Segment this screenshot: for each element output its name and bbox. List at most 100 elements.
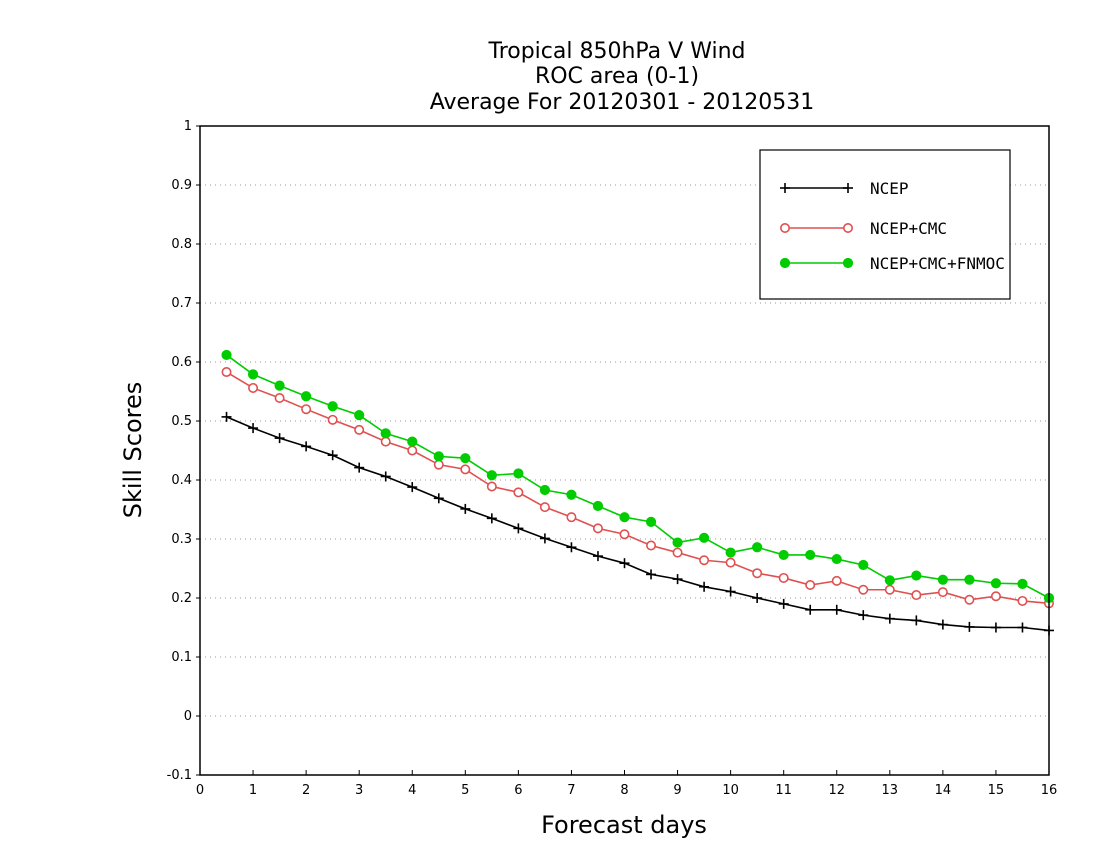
legend-entry: NCEP+CMC+FNMOC (779, 254, 1005, 273)
data-point (858, 610, 869, 621)
data-point (699, 555, 710, 566)
legend-label: NCEP+CMC (870, 219, 947, 238)
data-point (937, 574, 948, 585)
data-point (380, 436, 391, 447)
x-tick-label: 16 (1041, 783, 1058, 798)
data-point (964, 621, 975, 632)
data-point (778, 549, 789, 561)
data-point (460, 503, 471, 514)
y-tick-label: 0 (184, 709, 192, 724)
data-point (645, 516, 657, 527)
x-tick-label: 14 (935, 783, 952, 798)
data-point (380, 471, 391, 482)
data-point (433, 493, 444, 504)
data-point (486, 513, 497, 524)
data-point (592, 500, 604, 512)
data-point (354, 462, 365, 473)
data-point (884, 584, 895, 595)
data-point (805, 580, 816, 591)
x-axis-ticks: 0 1 2 3 4 5 6 7 8 9 10 11 12 13 14 15 16 (196, 770, 1057, 798)
data-point (407, 436, 418, 447)
series-line (226, 354, 1050, 599)
data-point (380, 428, 391, 439)
data-point (831, 553, 842, 565)
data-point (221, 349, 232, 361)
data-point (566, 542, 577, 553)
data-point (752, 568, 763, 579)
data-point (247, 369, 259, 380)
chart-title-line-1: Tropical 850hPa V Wind (487, 39, 745, 64)
data-point (460, 464, 471, 475)
data-point (407, 445, 418, 456)
data-point (964, 574, 975, 585)
data-point (539, 484, 551, 496)
data-point (433, 459, 444, 470)
legend-marker (843, 183, 853, 193)
data-point (1017, 595, 1028, 606)
data-point (619, 512, 630, 523)
data-point (725, 547, 736, 558)
x-tick-label: 13 (882, 783, 899, 798)
legend-entry: NCEP+CMC (779, 219, 947, 238)
x-tick-label: 12 (828, 783, 845, 798)
x-tick-label: 5 (461, 783, 469, 798)
legend-entry: NCEP (780, 179, 909, 198)
data-point (831, 604, 842, 615)
data-point (274, 392, 285, 403)
chart-title-line-3: Average For 20120301 - 20120531 (430, 90, 815, 115)
legend-label: NCEP+CMC+FNMOC (870, 254, 1005, 273)
data-point (460, 453, 471, 464)
data-point (327, 401, 338, 412)
x-tick-label: 8 (620, 783, 628, 798)
data-point (354, 424, 365, 435)
data-point (539, 502, 550, 513)
x-tick-label: 0 (196, 783, 204, 798)
y-tick-label: 0.9 (171, 178, 192, 193)
y-tick-label: 0.5 (171, 414, 192, 429)
data-point (566, 489, 577, 500)
data-point (513, 468, 524, 479)
data-point (301, 404, 312, 415)
series-ncep-cmc (221, 367, 1055, 609)
data-point (778, 598, 789, 609)
y-axis-ticks: -0.1 0 0.1 0.2 0.3 0.4 0.5 0.6 0.7 0.8 0.9 1 (167, 119, 200, 783)
data-point (433, 451, 444, 462)
legend-marker (779, 223, 790, 234)
legend-box (759, 149, 1011, 300)
data-point (725, 586, 736, 597)
data-point (964, 594, 975, 605)
plot-series (221, 349, 1055, 636)
data-point (884, 575, 895, 586)
data-point (805, 549, 816, 561)
x-tick-label: 2 (302, 783, 310, 798)
data-point (911, 615, 922, 626)
data-point (831, 575, 842, 586)
legend: NCEP NCEP+CMC NCEP+CMC+FNMOC (759, 149, 1011, 300)
data-point (672, 537, 683, 548)
data-point (619, 558, 630, 569)
data-point (248, 423, 259, 434)
x-tick-label: 11 (775, 783, 792, 798)
data-point (911, 590, 922, 601)
data-point (858, 559, 869, 571)
data-point (486, 470, 497, 481)
x-tick-label: 1 (249, 783, 257, 798)
legend-label: NCEP (870, 179, 909, 198)
data-point (858, 584, 869, 595)
data-point (805, 604, 816, 615)
series-ncep-cmc-fnmoc (221, 349, 1055, 604)
y-tick-label: 0.6 (171, 355, 192, 370)
x-tick-label: 4 (408, 783, 416, 798)
data-point (513, 487, 524, 498)
x-tick-label: 15 (988, 783, 1005, 798)
data-point (752, 542, 763, 553)
data-point (248, 382, 259, 393)
data-point (752, 593, 763, 603)
data-point (566, 512, 577, 523)
y-tick-label: 0.1 (171, 650, 192, 665)
data-point (539, 533, 550, 544)
y-tick-label: 1 (184, 119, 192, 134)
data-point (990, 578, 1002, 589)
legend-marker (780, 183, 790, 193)
data-point (646, 569, 657, 580)
